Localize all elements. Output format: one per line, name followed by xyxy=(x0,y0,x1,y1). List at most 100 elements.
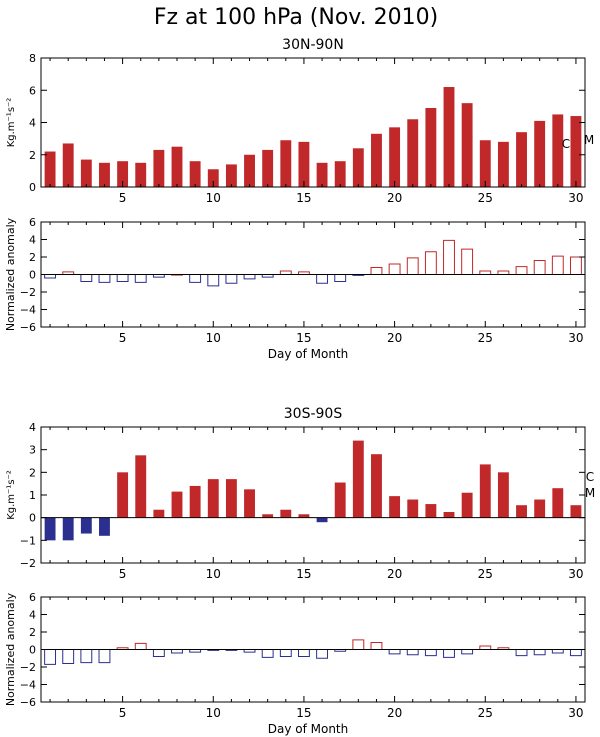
bar-day-17 xyxy=(334,482,346,518)
bar-day-28 xyxy=(533,260,546,275)
bar-day-27 xyxy=(516,505,527,518)
x-tick-label: 25 xyxy=(478,191,493,205)
bar-day-8 xyxy=(171,649,183,654)
bar-day-20 xyxy=(389,127,401,187)
bar-day-20 xyxy=(388,649,401,655)
bar-day-25 xyxy=(479,270,492,275)
x-axis-label: Day of Month xyxy=(268,347,349,361)
panel-1: 30N-90N 0 2 4 6 8 5 10 15 20 25 30 Kg.m⁻¹s⁻² C M xyxy=(6,37,594,205)
x-tick-label: 20 xyxy=(387,331,402,345)
bar-day-27 xyxy=(516,132,527,187)
bar-day-24 xyxy=(461,103,473,187)
right-label-m: M xyxy=(584,133,594,147)
x-tick-label: 15 xyxy=(296,191,311,205)
y-tick-label: 1 xyxy=(29,489,36,502)
x-tick-label: 15 xyxy=(296,331,311,345)
x-tick-label: 30 xyxy=(568,706,583,720)
bar-day-9 xyxy=(189,485,201,518)
bar-day-28 xyxy=(534,499,546,518)
bar-day-1 xyxy=(44,517,56,541)
bar-day-17 xyxy=(334,161,346,187)
y-tick-label: 0 xyxy=(29,181,36,194)
y-tick-label: 2 xyxy=(29,251,36,264)
bar-day-24 xyxy=(461,492,473,518)
bar-day-25 xyxy=(479,464,491,518)
y-tick-label: 4 xyxy=(29,609,36,622)
y-tick-label: −6 xyxy=(20,321,36,334)
bar-day-3 xyxy=(80,517,92,534)
bar-day-29 xyxy=(551,255,564,276)
x-tick-label: 25 xyxy=(478,567,493,581)
bar-day-6 xyxy=(135,162,147,187)
right-label-c: C xyxy=(586,470,594,484)
x-tick-label: 30 xyxy=(568,567,583,581)
bar-day-27 xyxy=(515,649,528,657)
x-tick-label: 20 xyxy=(387,567,402,581)
y-tick-label: 2 xyxy=(29,626,36,639)
y-tick-label: 4 xyxy=(29,234,36,247)
y-tick-label: −2 xyxy=(20,557,36,570)
bars xyxy=(44,239,582,287)
bar-day-29 xyxy=(551,649,564,654)
y-tick-label: 2 xyxy=(29,466,36,479)
bar-day-30 xyxy=(570,505,582,518)
bars xyxy=(44,87,582,187)
y-axis-label: Normalized anomaly xyxy=(4,592,17,706)
y-tick-label: 6 xyxy=(29,591,36,604)
bar-day-1 xyxy=(44,151,56,187)
bar-day-29 xyxy=(552,488,564,518)
bar-day-5 xyxy=(116,274,129,282)
bar-day-19 xyxy=(370,267,383,275)
x-tick-label: 20 xyxy=(387,706,402,720)
bar-day-7 xyxy=(153,149,165,187)
bar-day-12 xyxy=(243,274,256,280)
bar-day-30 xyxy=(569,649,582,657)
bar-day-6 xyxy=(135,455,147,518)
right-label-c: C xyxy=(562,137,570,151)
bar-day-26 xyxy=(497,270,510,275)
bar-day-14 xyxy=(279,270,292,275)
panel-3: 30S-90S −2 −1 0 1 2 3 4 5 10 15 20 25 30 Kg.m⁻¹s⁻² CM xyxy=(6,406,595,581)
x-tick-label: 15 xyxy=(296,567,311,581)
panel-2: −6 −4 −2 0 2 4 6 5 10 15 20 25 30 Normalized anomaly D… xyxy=(4,216,586,361)
bar-day-16 xyxy=(316,162,328,187)
x-tick-label: 30 xyxy=(568,191,583,205)
figure-title: Fz at 100 hPa (Nov. 2010) xyxy=(154,5,438,30)
y-tick-label: −4 xyxy=(20,679,36,692)
bar-day-14 xyxy=(279,649,292,657)
bar-day-30 xyxy=(569,256,582,275)
bar-day-23 xyxy=(443,239,455,276)
bar-day-4 xyxy=(98,649,111,664)
bar-day-29 xyxy=(552,114,564,187)
bar-day-10 xyxy=(207,479,219,518)
bar-day-12 xyxy=(244,154,255,187)
bar-day-23 xyxy=(443,87,455,187)
bar-day-17 xyxy=(334,274,347,282)
bar-day-27 xyxy=(515,266,528,276)
y-axis-label: Normalized anomaly xyxy=(4,217,17,331)
bar-day-11 xyxy=(225,164,237,187)
bar-day-14 xyxy=(280,509,292,518)
bar-day-5 xyxy=(117,472,129,518)
panel-title: 30N-90N xyxy=(282,37,344,53)
y-tick-label: 4 xyxy=(29,117,36,130)
x-tick-label: 15 xyxy=(296,706,311,720)
bar-day-12 xyxy=(244,489,255,518)
bar-day-8 xyxy=(171,491,183,518)
y-tick-label: −4 xyxy=(20,304,36,317)
bar-day-21 xyxy=(407,119,419,187)
bar-day-8 xyxy=(171,146,183,187)
bar-day-25 xyxy=(479,140,491,187)
bar-day-1 xyxy=(44,274,57,279)
x-tick-label: 10 xyxy=(206,331,221,345)
x-tick-label: 5 xyxy=(119,567,127,581)
x-tick-label: 10 xyxy=(206,567,221,581)
bar-day-26 xyxy=(497,141,509,187)
bar-day-24 xyxy=(461,649,474,655)
bar-day-9 xyxy=(189,161,201,187)
x-tick-label: 10 xyxy=(206,706,221,720)
bar-day-16 xyxy=(316,274,329,284)
bar-day-19 xyxy=(371,133,382,187)
